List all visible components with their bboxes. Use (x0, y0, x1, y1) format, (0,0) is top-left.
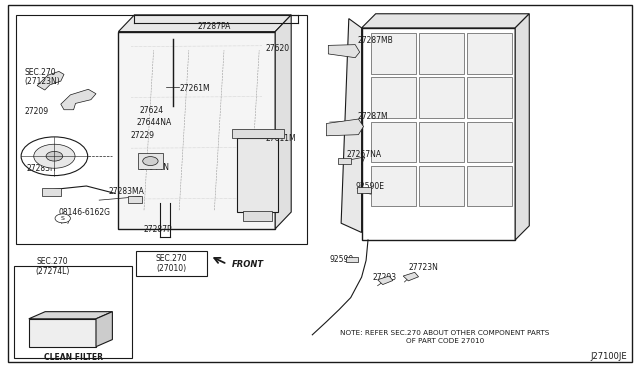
Bar (14, 266, 132, 358)
Bar (467, 166, 513, 206)
Text: 27624: 27624 (140, 106, 164, 115)
Text: CLEAN FILTER: CLEAN FILTER (44, 353, 103, 362)
Polygon shape (29, 312, 113, 319)
Bar (467, 122, 513, 162)
Text: 27611M: 27611M (266, 134, 296, 143)
Polygon shape (515, 14, 529, 240)
Bar (419, 33, 465, 74)
Bar (232, 129, 284, 138)
Bar (371, 166, 417, 206)
Text: 92590: 92590 (330, 255, 354, 264)
Circle shape (55, 214, 70, 223)
Text: 27287P: 27287P (144, 225, 173, 234)
Bar (346, 257, 358, 262)
Text: 27620: 27620 (266, 44, 290, 53)
Bar (29, 319, 96, 347)
Text: 27267NA: 27267NA (347, 150, 382, 159)
Polygon shape (362, 14, 529, 28)
Text: 27287PA: 27287PA (197, 22, 230, 31)
Polygon shape (378, 276, 393, 285)
Bar (243, 211, 272, 221)
Text: 27209: 27209 (24, 107, 49, 116)
Text: 27723N: 27723N (408, 263, 438, 272)
Bar (467, 77, 513, 118)
Text: OF PART CODE 27010: OF PART CODE 27010 (406, 339, 484, 344)
Bar (362, 28, 515, 240)
Text: (1): (1) (59, 216, 70, 225)
Bar (371, 33, 417, 74)
Polygon shape (96, 312, 113, 347)
Bar (118, 32, 275, 229)
Bar (338, 158, 351, 164)
Bar (371, 122, 417, 162)
Circle shape (46, 151, 63, 161)
Text: FRONT: FRONT (232, 260, 264, 269)
Text: 27644N: 27644N (140, 163, 170, 172)
Polygon shape (118, 15, 291, 32)
Text: SEC.270: SEC.270 (24, 68, 56, 77)
Polygon shape (61, 89, 96, 110)
Bar (128, 196, 142, 203)
Bar (237, 138, 278, 212)
Bar (467, 33, 513, 74)
Text: NOTE: REFER SEC.270 ABOUT OTHER COMPONENT PARTS: NOTE: REFER SEC.270 ABOUT OTHER COMPONEN… (340, 330, 550, 336)
Text: 92590E: 92590E (355, 182, 384, 191)
Text: 27293: 27293 (372, 273, 397, 282)
Polygon shape (275, 15, 291, 229)
Bar (419, 122, 465, 162)
Bar (371, 77, 417, 118)
Text: SEC.270
(27274L): SEC.270 (27274L) (35, 257, 70, 276)
Text: 27287MB: 27287MB (357, 36, 393, 45)
Bar (357, 187, 371, 193)
Polygon shape (328, 45, 360, 58)
Text: 27283MA: 27283MA (109, 187, 145, 196)
Text: 27644NA: 27644NA (137, 118, 172, 127)
Text: 27229: 27229 (131, 131, 155, 140)
Polygon shape (37, 71, 64, 90)
Bar (16, 15, 307, 244)
Polygon shape (403, 272, 419, 281)
Text: (27123N): (27123N) (24, 77, 60, 86)
Bar (138, 153, 163, 169)
Bar (419, 166, 465, 206)
Text: 27283H: 27283H (27, 164, 56, 173)
Polygon shape (326, 119, 364, 136)
Circle shape (143, 157, 158, 166)
Text: 08146-6162G: 08146-6162G (59, 208, 111, 217)
Circle shape (21, 137, 88, 176)
Text: 27287M: 27287M (357, 112, 388, 121)
Bar (419, 77, 465, 118)
Bar (42, 188, 61, 196)
Text: 27261M: 27261M (179, 84, 210, 93)
Bar (136, 251, 207, 276)
Circle shape (34, 144, 75, 168)
Polygon shape (341, 19, 362, 232)
Text: S: S (61, 216, 65, 221)
Text: SEC.270
(27010): SEC.270 (27010) (156, 254, 188, 273)
Text: J27100JE: J27100JE (591, 352, 627, 361)
